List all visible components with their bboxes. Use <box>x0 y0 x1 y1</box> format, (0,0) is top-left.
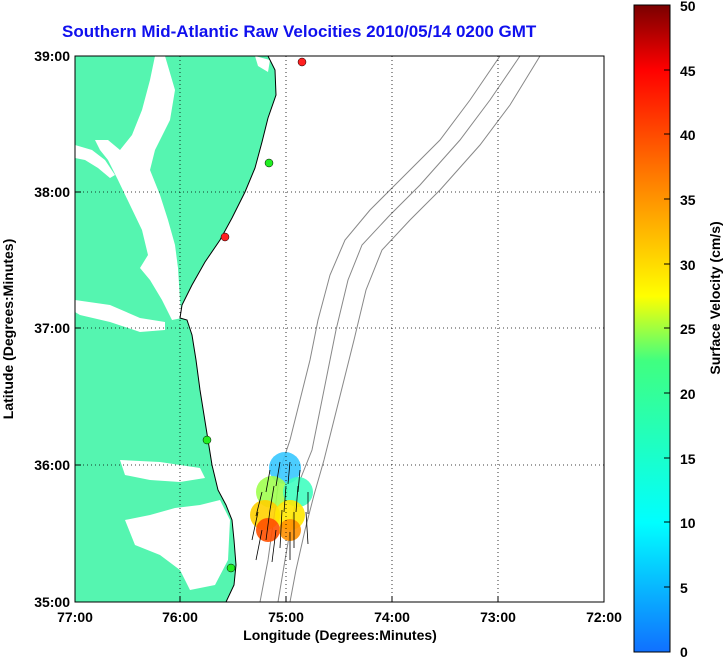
x-tick-label: 77:00 <box>57 609 93 625</box>
velocity-cell <box>256 476 288 508</box>
delaware-bay <box>255 56 270 72</box>
station-marker <box>220 232 230 242</box>
colorbar-tick-label: 10 <box>680 515 696 531</box>
y-tick-label: 35:00 <box>34 594 70 610</box>
x-tick-label: 75:00 <box>268 609 304 625</box>
albemarle-sound <box>120 460 205 482</box>
colorbar-tick-label: 40 <box>680 127 696 143</box>
james-river <box>75 300 165 332</box>
velocity-cell <box>279 519 301 541</box>
velocity-cell <box>269 452 301 484</box>
bathymetry-contour <box>289 56 541 602</box>
colorbar-tick-label: 0 <box>680 644 688 659</box>
chesapeake-bay <box>95 56 182 320</box>
station-marker <box>226 563 236 573</box>
y-tick-label: 36:00 <box>34 457 70 473</box>
colorbar-tick-label: 35 <box>680 192 696 208</box>
colorbar-label: Surface Velocity (cm/s) <box>707 221 723 374</box>
pamlico-sound <box>125 500 230 590</box>
colorbar-tick-label: 20 <box>680 386 696 402</box>
x-tick-label: 76:00 <box>162 609 198 625</box>
plot-border <box>74 55 605 603</box>
velocity-field <box>250 452 313 563</box>
station-marker <box>264 158 274 168</box>
colorbar-tick-label: 50 <box>680 0 696 14</box>
map-title: Southern Mid-Atlantic Raw Velocities 201… <box>62 22 537 41</box>
y-tick-label: 39:00 <box>34 48 70 64</box>
coastline <box>179 56 277 602</box>
potomac-river <box>75 145 115 178</box>
x-tick-label: 73:00 <box>480 609 516 625</box>
station-marker <box>202 435 212 445</box>
colorbar-tick-label: 45 <box>680 63 696 79</box>
y-axis-label: Latitude (Degrees:Minutes) <box>0 239 16 419</box>
grid-lines <box>75 56 604 602</box>
velocity-cell <box>256 518 280 542</box>
y-tick-label: 38:00 <box>34 184 70 200</box>
y-tick-label: 37:00 <box>34 320 70 336</box>
x-axis-label: Longitude (Degrees:Minutes) <box>243 627 437 643</box>
colorbar-tick-label: 25 <box>680 321 696 337</box>
x-tick-label: 74:00 <box>374 609 410 625</box>
colorbar-tick-label: 15 <box>680 451 696 467</box>
x-tick-label: 72:00 <box>586 609 622 625</box>
colorbar-tick-label: 30 <box>680 257 696 273</box>
colorbar-tick-label: 5 <box>680 580 688 596</box>
station-marker <box>297 57 307 67</box>
